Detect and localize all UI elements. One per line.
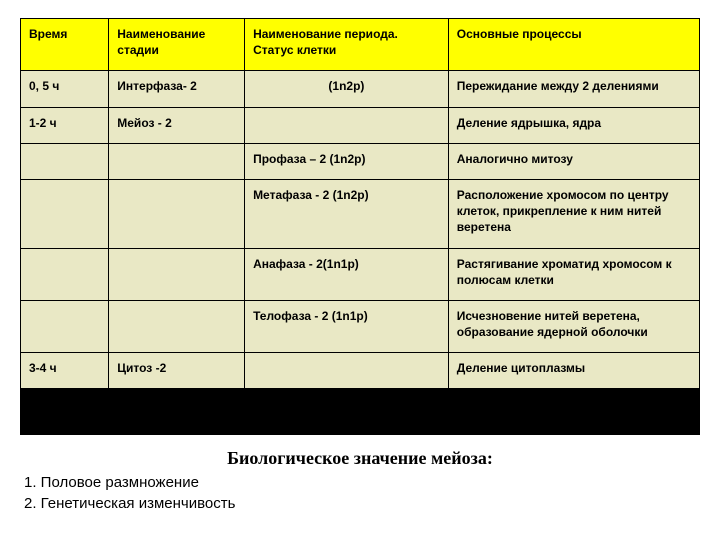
cell-time: 1-2 ч: [21, 107, 109, 143]
cell-period: Анафаза - 2(1n1p): [245, 248, 449, 300]
table-row: 0, 5 ч Интерфаза- 2 (1n2p) Пережидание м…: [21, 71, 700, 107]
cell-period: (1n2p): [245, 71, 449, 107]
page: Время Наименование стадии Наименование п…: [0, 0, 720, 515]
table-row: Профаза – 2 (1n2p) Аналогично митозу: [21, 143, 700, 179]
table-row: Телофаза - 2 (1n1p) Исчезновение нитей в…: [21, 300, 700, 352]
cell-period: Метафаза - 2 (1n2p): [245, 179, 449, 248]
footer-item: 1. Половое размножение: [20, 472, 700, 494]
table-row-black: [21, 389, 700, 435]
cell-process: Растягивание хроматид хромосом к полюсам…: [448, 248, 699, 300]
cell-time: [21, 248, 109, 300]
cell-period: Профаза – 2 (1n2p): [245, 143, 449, 179]
col-time: Время: [21, 19, 109, 71]
black-cell: [245, 389, 449, 435]
cell-time: [21, 300, 109, 352]
cell-period: [245, 353, 449, 389]
cell-time: [21, 143, 109, 179]
footer: Биологическое значение мейоза: 1. Полово…: [20, 435, 700, 515]
cell-time: [21, 179, 109, 248]
cell-stage: [109, 179, 245, 248]
cell-period: [245, 107, 449, 143]
meiosis-table: Время Наименование стадии Наименование п…: [20, 18, 700, 435]
table-header-row: Время Наименование стадии Наименование п…: [21, 19, 700, 71]
table-row: 3-4 ч Цитоз -2 Деление цитоплазмы: [21, 353, 700, 389]
cell-stage: [109, 300, 245, 352]
cell-stage: [109, 248, 245, 300]
cell-process: Аналогично митозу: [448, 143, 699, 179]
footer-item: 2. Генетическая изменчивость: [20, 493, 700, 515]
table-row: Анафаза - 2(1n1p) Растягивание хроматид …: [21, 248, 700, 300]
cell-process: Пережидание между 2 делениями: [448, 71, 699, 107]
cell-stage: [109, 143, 245, 179]
cell-time: 3-4 ч: [21, 353, 109, 389]
cell-time: 0, 5 ч: [21, 71, 109, 107]
cell-period: Телофаза - 2 (1n1p): [245, 300, 449, 352]
black-cell: [109, 389, 245, 435]
col-stage: Наименование стадии: [109, 19, 245, 71]
cell-stage: Интерфаза- 2: [109, 71, 245, 107]
table-row: 1-2 ч Мейоз - 2 Деление ядрышка, ядра: [21, 107, 700, 143]
cell-process: Деление цитоплазмы: [448, 353, 699, 389]
black-cell: [21, 389, 109, 435]
cell-process: Исчезновение нитей веретена, образование…: [448, 300, 699, 352]
cell-process: Деление ядрышка, ядра: [448, 107, 699, 143]
footer-title: Биологическое значение мейоза:: [20, 445, 700, 471]
col-process: Основные процессы: [448, 19, 699, 71]
black-cell: [448, 389, 699, 435]
cell-process: Расположение хромосом по центру клеток, …: [448, 179, 699, 248]
col-period: Наименование периода. Статус клетки: [245, 19, 449, 71]
cell-stage: Цитоз -2: [109, 353, 245, 389]
cell-stage: Мейоз - 2: [109, 107, 245, 143]
table-row: Метафаза - 2 (1n2p) Расположение хромосо…: [21, 179, 700, 248]
